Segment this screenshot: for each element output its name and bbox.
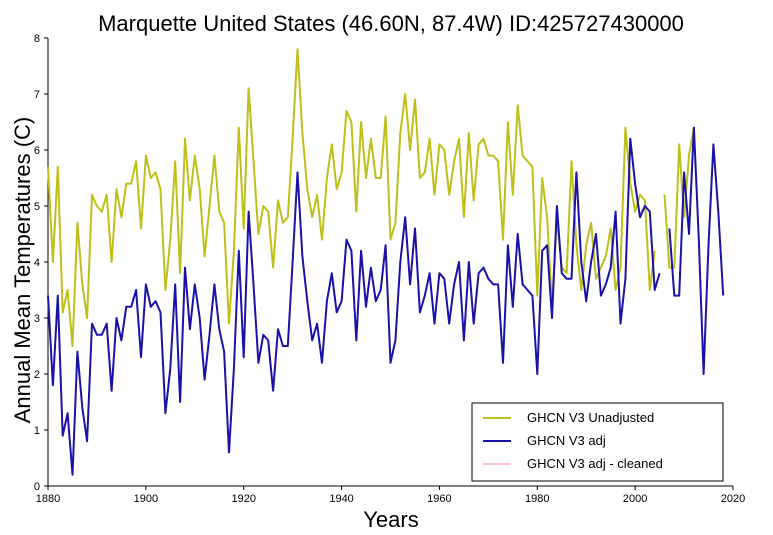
- plot-area: 1880 1900 1920 1940 1960 1980 2000 2020 0 1 2 3 4 5 6…: [34, 33, 745, 505]
- x-tick-label: 1880: [36, 493, 60, 505]
- y-axis-label: Annual Mean Temperatures (C): [10, 117, 35, 424]
- chart-title: Marquette United States (46.60N, 87.4W) …: [98, 11, 684, 36]
- legend-label-unadjusted: GHCN V3 Unadjusted: [527, 410, 654, 425]
- x-axis-label: Years: [363, 507, 418, 532]
- y-tick-label: 1: [34, 425, 40, 437]
- x-tick-label: 1980: [525, 493, 549, 505]
- x-tick-label: 1900: [134, 493, 158, 505]
- x-tick-label: 1920: [231, 493, 255, 505]
- y-ticks: 0 1 2 3 4 5 6 7 8: [34, 33, 48, 493]
- x-tick-label: 1940: [329, 493, 353, 505]
- y-tick-label: 7: [34, 89, 40, 101]
- x-ticks: 1880 1900 1920 1940 1960 1980 2000 2020: [36, 486, 745, 505]
- x-tick-label: 1960: [427, 493, 451, 505]
- y-tick-label: 8: [34, 33, 40, 45]
- legend: GHCN V3 Unadjusted GHCN V3 adj GHCN V3 a…: [471, 402, 724, 482]
- x-tick-label: 2000: [623, 493, 647, 505]
- series-lines: [47, 48, 725, 476]
- y-tick-label: 6: [34, 145, 40, 157]
- series-line-1: [47, 126, 725, 476]
- y-tick-label: 3: [34, 313, 40, 325]
- legend-box: [471, 402, 724, 482]
- y-tick-label: 5: [34, 201, 40, 213]
- y-tick-label: 4: [34, 257, 40, 269]
- y-tick-label: 2: [34, 369, 40, 381]
- legend-label-adj: GHCN V3 adj: [527, 433, 606, 448]
- x-tick-label: 2020: [721, 493, 745, 505]
- legend-label-adj-cleaned: GHCN V3 adj - cleaned: [527, 456, 663, 471]
- y-tick-label: 0: [34, 481, 40, 493]
